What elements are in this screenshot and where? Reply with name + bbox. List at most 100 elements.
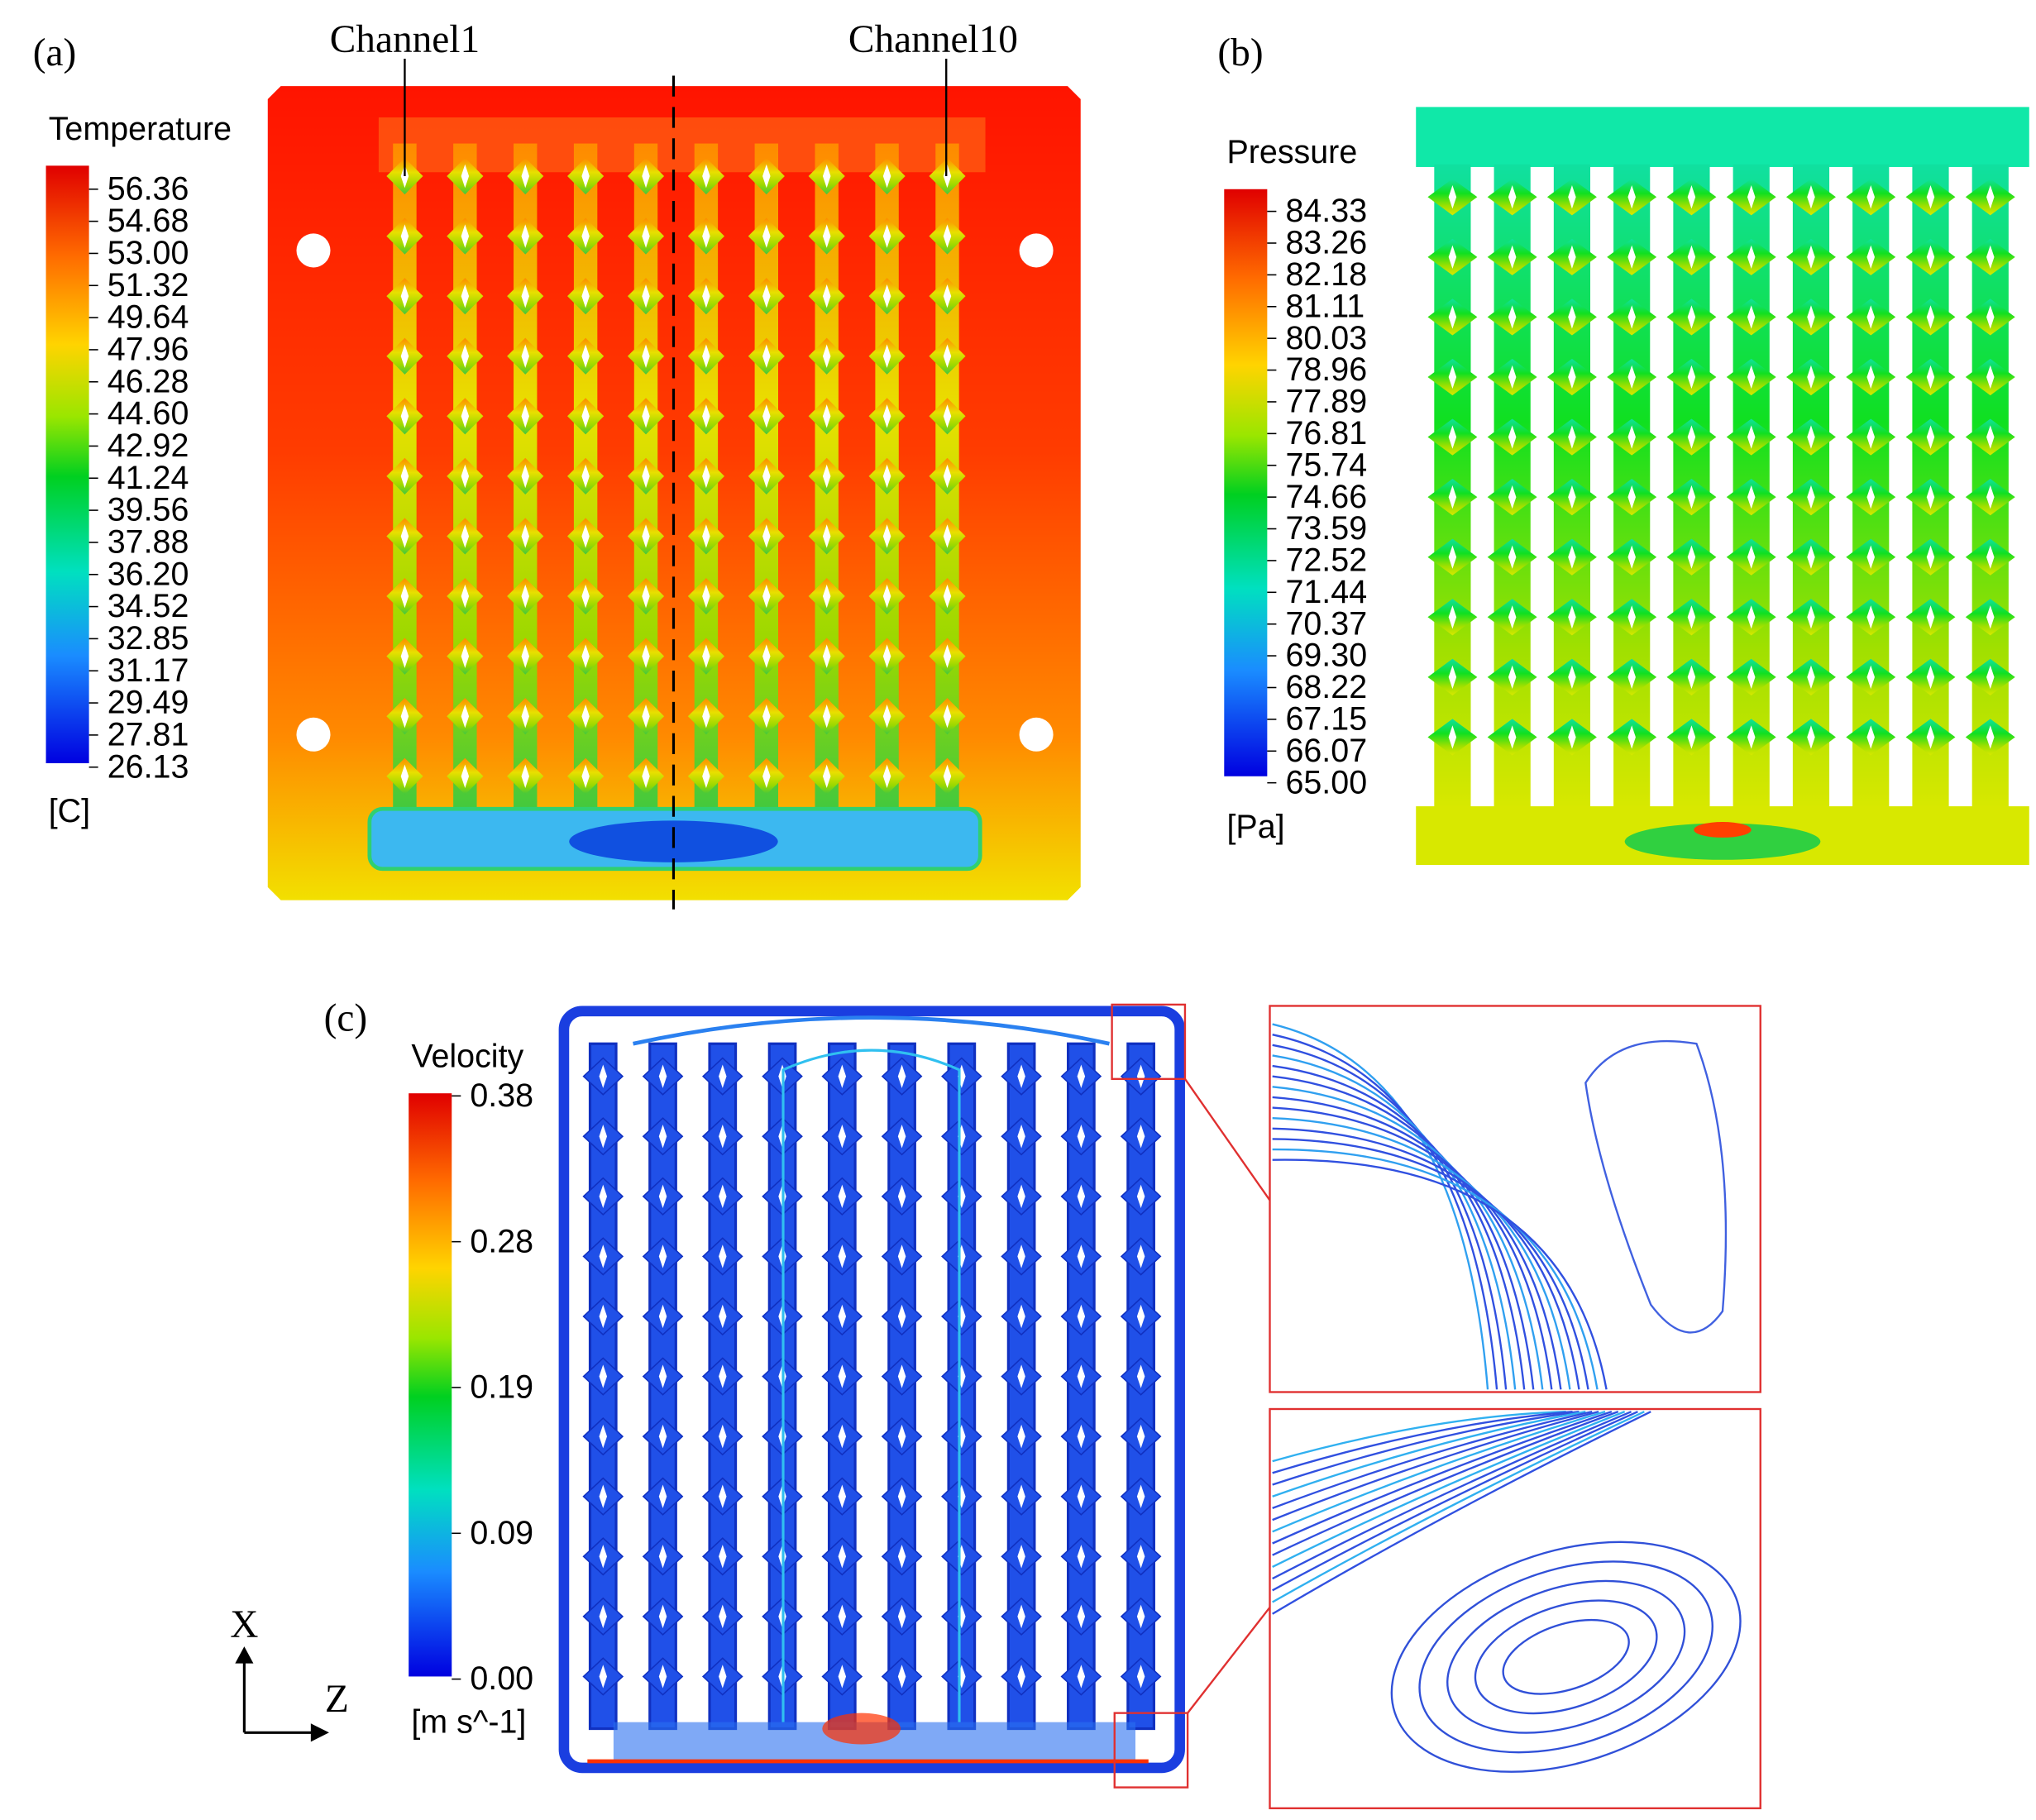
- fin: [642, 644, 650, 668]
- fin: [1926, 425, 1935, 449]
- colorbar-tick-label: 46.28: [108, 363, 189, 399]
- fin: [1627, 305, 1636, 329]
- colorbar-tick-label: 32.85: [108, 620, 189, 657]
- colorbar-tick-label: 77.89: [1285, 384, 1367, 420]
- vortex: [1390, 1541, 1742, 1773]
- fin: [658, 1665, 667, 1689]
- fin: [1448, 305, 1457, 329]
- fin: [943, 464, 952, 489]
- fin: [1687, 665, 1696, 690]
- fin: [1627, 665, 1636, 690]
- fin: [897, 1604, 906, 1629]
- fin: [1017, 1604, 1025, 1629]
- fin: [943, 284, 952, 308]
- fin: [658, 1364, 667, 1388]
- fin: [1747, 425, 1756, 449]
- fin: [822, 584, 831, 609]
- colorbar-tick-label: 65.00: [1285, 764, 1367, 800]
- fin: [1017, 1184, 1025, 1209]
- vortex: [1502, 1618, 1630, 1695]
- panel-label: (c): [324, 996, 368, 1039]
- fin: [1568, 665, 1576, 690]
- streamline: [1272, 1410, 1580, 1486]
- fin: [461, 284, 470, 308]
- fin: [1866, 725, 1875, 749]
- fin: [882, 164, 891, 189]
- fin: [1017, 1125, 1025, 1149]
- colorbar-tick-label: 84.33: [1285, 193, 1367, 229]
- fin: [1926, 305, 1935, 329]
- fin: [1807, 485, 1815, 509]
- fin: [1687, 185, 1696, 209]
- fin: [400, 344, 409, 368]
- fin: [1986, 365, 1995, 389]
- colorbar-tick-label: 0.09: [470, 1515, 533, 1551]
- fin: [658, 1304, 667, 1329]
- fin: [1747, 245, 1756, 270]
- fin: [822, 644, 831, 668]
- fin: [642, 164, 650, 189]
- fin: [1508, 725, 1517, 749]
- loop-streamline: [633, 1015, 1110, 1046]
- zoom-panel: [1269, 1005, 1761, 1393]
- fin: [461, 764, 470, 788]
- streamlines: [582, 1015, 1162, 1731]
- axis-label: X: [230, 1603, 258, 1646]
- colorbar-tick-label: 34.52: [108, 588, 189, 624]
- fin: [943, 344, 952, 368]
- colorbar-tick-label: 80.03: [1285, 320, 1367, 356]
- fin: [1017, 1424, 1025, 1449]
- fin: [1136, 1545, 1145, 1569]
- colorbar-tick-label: 27.81: [108, 717, 189, 753]
- colorbar-tick-label: 0.28: [470, 1223, 533, 1259]
- fin: [1017, 1545, 1025, 1569]
- fin: [1627, 365, 1636, 389]
- colorbar: [45, 165, 89, 763]
- colorbar-unit: [Pa]: [1226, 809, 1284, 845]
- fin: [642, 344, 650, 368]
- fin: [1568, 305, 1576, 329]
- fin: [1807, 725, 1815, 749]
- fin: [461, 644, 470, 668]
- fin: [521, 344, 529, 368]
- fin: [599, 1665, 607, 1689]
- low-pressure: [1624, 823, 1821, 860]
- colorbar-tick-label: 0.19: [470, 1369, 533, 1406]
- fin: [1568, 245, 1576, 270]
- hole: [1019, 717, 1054, 752]
- fin: [1077, 1665, 1086, 1689]
- fin: [822, 164, 831, 189]
- fin: [1627, 245, 1636, 270]
- colorbar-tick-label: 72.52: [1285, 542, 1367, 579]
- fin: [1986, 485, 1995, 509]
- fin: [521, 404, 529, 428]
- fin: [658, 1184, 667, 1209]
- colorbar-tick-label: 81.11: [1285, 288, 1365, 324]
- fin: [1077, 1125, 1086, 1149]
- fin: [1017, 1665, 1025, 1689]
- fin: [1627, 185, 1636, 209]
- fin: [1508, 305, 1517, 329]
- fin: [521, 164, 529, 189]
- fin: [1448, 485, 1457, 509]
- fin: [658, 1484, 667, 1508]
- fin: [658, 1125, 667, 1149]
- zoom-marker: [1111, 1003, 1187, 1081]
- fin: [400, 584, 409, 609]
- fin: [599, 1604, 607, 1629]
- fin: [521, 224, 529, 248]
- fin: [658, 1064, 667, 1088]
- fin: [581, 584, 590, 609]
- fin: [1986, 185, 1995, 209]
- arrow-head: [235, 1646, 254, 1664]
- streamline: [1272, 1138, 1589, 1390]
- fin: [581, 164, 590, 189]
- fin: [599, 1244, 607, 1268]
- inlet-jet: [822, 1713, 901, 1745]
- fin: [1568, 425, 1576, 449]
- channels: [386, 143, 966, 816]
- fin: [642, 524, 650, 548]
- streamline: [1272, 1411, 1619, 1556]
- zoom-panel: [1269, 1407, 1761, 1809]
- colorbar-tick-label: 76.81: [1285, 415, 1367, 451]
